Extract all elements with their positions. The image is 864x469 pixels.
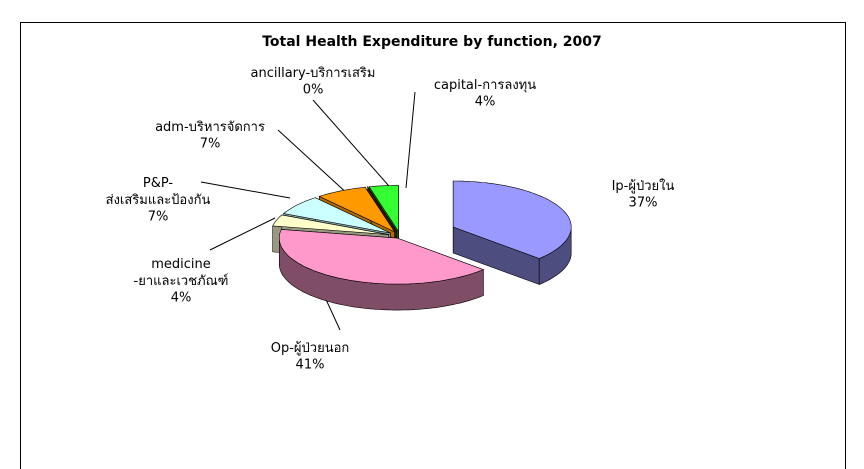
slice	[452, 180, 572, 285]
slice-value-label: 7%	[200, 137, 221, 152]
slice-value-label: 41%	[296, 358, 325, 373]
chart-frame	[20, 22, 846, 469]
slice-value-label: 0%	[303, 83, 324, 98]
slice-label: capital-การลงทุน	[434, 78, 536, 93]
slice-top	[367, 186, 398, 232]
slice	[279, 229, 485, 311]
slice-top	[282, 197, 391, 234]
slice-value-label: 37%	[629, 196, 658, 211]
slice-label: P&P-ส่งเสริมและป้องกัน	[106, 176, 211, 208]
chart-title: Total Health Expenditure by function, 20…	[262, 34, 602, 50]
slice-top	[318, 186, 396, 233]
slice-top	[279, 229, 485, 285]
slice-top	[272, 214, 389, 235]
slice-label: medicine -ยาและเวชภัณฑ์	[134, 257, 229, 289]
slice-value-label: 7%	[148, 210, 169, 225]
slice-label: Ip-ผู้ป่วยใน	[612, 178, 675, 194]
slice-value-label: 4%	[475, 95, 496, 110]
slice-top	[452, 180, 572, 259]
slice-label: Op-ผู้ป่วยนอก	[271, 341, 350, 356]
slice-label: ancillary-บริการเสริม	[251, 66, 376, 81]
slice-top	[368, 185, 399, 233]
slice-label: adm-บริหารจัดการ	[155, 120, 265, 135]
slice-value-label: 4%	[171, 291, 192, 306]
